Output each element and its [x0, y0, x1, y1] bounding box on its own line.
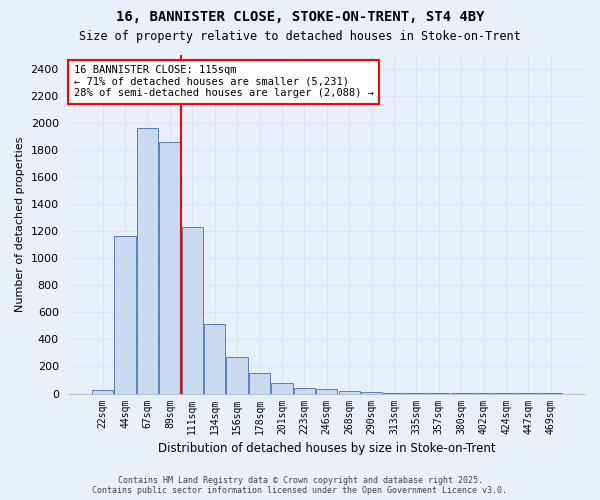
Bar [383, 393, 404, 394]
X-axis label: Distribution of detached houses by size in Stoke-on-Trent: Distribution of detached houses by size … [158, 442, 496, 455]
Bar [204, 324, 226, 394]
Bar [159, 142, 181, 394]
Bar [294, 388, 315, 394]
Bar [226, 357, 248, 394]
Bar [137, 128, 158, 394]
Bar [316, 390, 337, 394]
Bar [338, 390, 360, 394]
Bar [92, 390, 113, 394]
Text: Contains HM Land Registry data © Crown copyright and database right 2025.
Contai: Contains HM Land Registry data © Crown c… [92, 476, 508, 495]
Text: 16, BANNISTER CLOSE, STOKE-ON-TRENT, ST4 4BY: 16, BANNISTER CLOSE, STOKE-ON-TRENT, ST4… [116, 10, 484, 24]
Bar [271, 384, 293, 394]
Bar [115, 236, 136, 394]
Text: 16 BANNISTER CLOSE: 115sqm
← 71% of detached houses are smaller (5,231)
28% of s: 16 BANNISTER CLOSE: 115sqm ← 71% of deta… [74, 65, 374, 98]
Y-axis label: Number of detached properties: Number of detached properties [15, 136, 25, 312]
Bar [249, 373, 270, 394]
Bar [182, 227, 203, 394]
Text: Size of property relative to detached houses in Stoke-on-Trent: Size of property relative to detached ho… [79, 30, 521, 43]
Bar [361, 392, 382, 394]
